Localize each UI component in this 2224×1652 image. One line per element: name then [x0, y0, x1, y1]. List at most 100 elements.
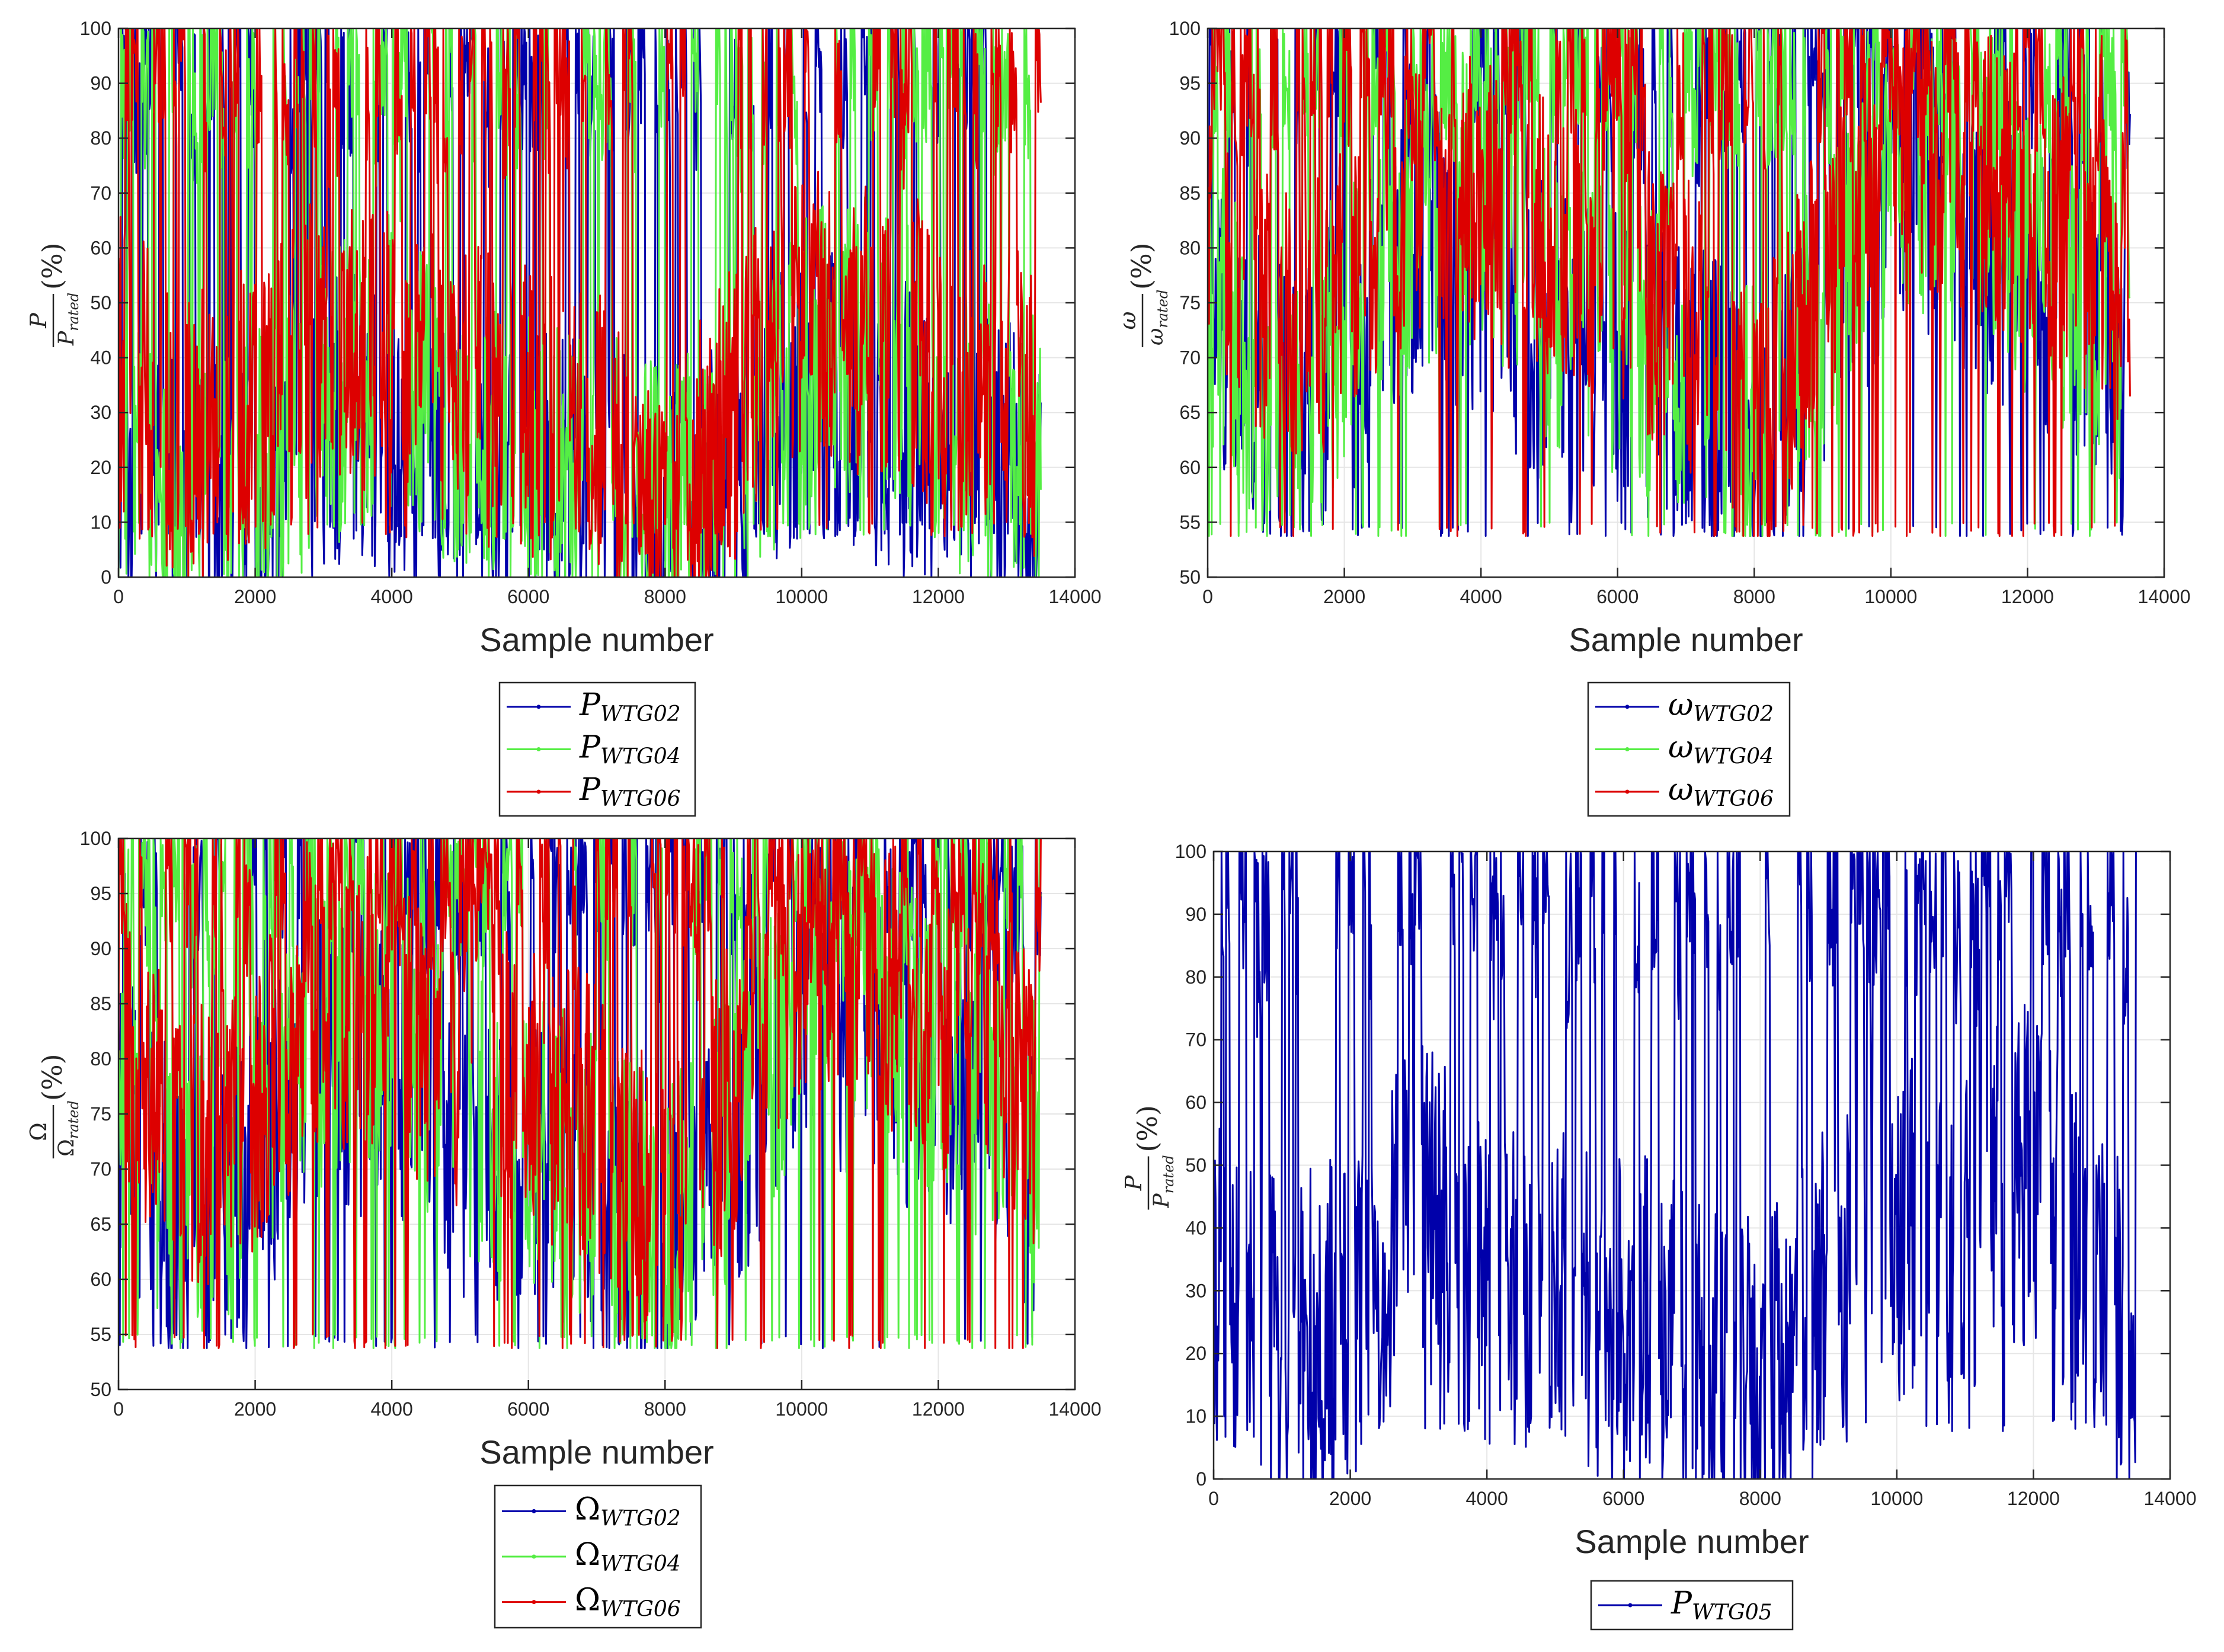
x-tick-label: 4000: [371, 586, 413, 607]
legend-label-subscript: WTG04: [600, 745, 681, 769]
legend-label-subscript: WTG05: [1692, 1600, 1772, 1625]
y-tick-label: 85: [1179, 183, 1201, 204]
legend-label-subscript: WTG02: [1693, 702, 1774, 726]
y-tick-label: 100: [1175, 841, 1207, 862]
x-tick-label: 10000: [775, 586, 828, 607]
y-tick-label: 80: [1179, 237, 1201, 258]
x-tick-label: 14000: [2144, 1488, 2197, 1509]
x-tick-label: 10000: [1864, 586, 1917, 607]
series-group: [1208, 28, 2131, 537]
y-tick-label: 30: [1185, 1280, 1207, 1301]
legend-label: PWTG05: [1671, 1586, 1772, 1625]
y-tick-label: 70: [1185, 1029, 1207, 1051]
y-tick-label: 100: [80, 828, 111, 849]
x-tick-label: 14000: [2138, 586, 2191, 607]
x-tick-label: 8000: [644, 1398, 686, 1420]
legend-label-subscript: WTG06: [1693, 787, 1774, 811]
x-tick-label: 6000: [507, 586, 549, 607]
chart-panel-tl: 0 2000 4000 6000 8000 10000 12000 14000 0 10 20 30 4…: [25, 18, 1101, 817]
y-tick-label: 55: [90, 1324, 111, 1345]
x-tick-label: 4000: [371, 1398, 413, 1420]
y-tick-label: 30: [90, 402, 111, 423]
y-tick-label: 40: [90, 347, 111, 369]
x-axis-label: Sample number: [1569, 621, 1803, 658]
y-tick-label: 60: [1185, 1092, 1207, 1113]
y-tick-label: 10: [90, 511, 111, 533]
series-line-wtg06: [1208, 28, 2131, 537]
y-tick-label: 65: [1179, 402, 1201, 423]
x-tick-label: 0: [113, 1398, 124, 1420]
x-tick-label: 2000: [1329, 1488, 1371, 1509]
legend-label-subscript: WTG02: [600, 702, 681, 726]
legend-label-subscript: WTG04: [600, 1552, 681, 1576]
y-tick-label: 85: [90, 993, 111, 1014]
legend-swatch-marker: [532, 1600, 536, 1605]
x-tick-label: 0: [1208, 1488, 1219, 1509]
legend-swatch-marker: [1625, 747, 1630, 751]
legend-label-subscript: WTG06: [600, 1597, 681, 1622]
y-tick-label: 60: [1179, 457, 1201, 478]
y-tick-label: 0: [101, 566, 111, 588]
x-tick-label: 6000: [507, 1398, 549, 1420]
y-label-denominator-subscript: rated: [65, 293, 82, 331]
legend-swatch-marker: [536, 747, 541, 751]
x-tick-label: 10000: [775, 1398, 828, 1420]
y-tick-label: 20: [1185, 1343, 1207, 1364]
legend-swatch-marker: [536, 705, 541, 709]
chart-panel-br: 0 2000 4000 6000 8000 10000 12000 14000 0 10 20 30 4…: [1121, 841, 2197, 1631]
x-tick-label: 0: [113, 586, 124, 607]
x-tick-label: 12000: [2007, 1488, 2060, 1509]
y-label-suffix: (%): [1131, 1105, 1163, 1152]
x-tick-label: 14000: [1049, 1398, 1102, 1420]
y-label-denominator-subscript: rated: [65, 1100, 82, 1139]
chart-panel-tr: 0 2000 4000 6000 8000 10000 12000 14000 50 55 60 65…: [1115, 18, 2191, 817]
y-label-suffix: (%): [36, 1054, 68, 1101]
x-tick-label: 4000: [1460, 586, 1502, 607]
series-line-wtg06: [119, 28, 1042, 577]
y-tick-label: 100: [80, 18, 111, 39]
y-tick-label: 50: [1185, 1155, 1207, 1176]
series-line-wtg06: [119, 838, 1042, 1349]
y-label-suffix: (%): [1125, 242, 1157, 290]
series-line-wtg04: [1208, 28, 2131, 537]
y-label-denominator: ωrated: [1144, 290, 1171, 345]
legend-label-subscript: WTG02: [600, 1506, 681, 1531]
x-tick-label: 6000: [1596, 586, 1639, 607]
y-tick-label: 50: [90, 292, 111, 313]
y-tick-label: 40: [1185, 1217, 1207, 1238]
legend-label-subscript: WTG04: [1693, 745, 1774, 769]
x-axis-label: Sample number: [1575, 1523, 1809, 1560]
x-tick-label: 6000: [1602, 1488, 1644, 1509]
y-label-denominator-subscript: rated: [1154, 290, 1171, 328]
y-label-numerator: P: [25, 312, 52, 329]
y-label-denominator: Prated: [55, 293, 82, 346]
y-tick-label: 90: [1185, 904, 1207, 925]
x-tick-label: 2000: [234, 586, 276, 607]
x-tick-label: 12000: [912, 1398, 965, 1420]
y-tick-label: 80: [90, 127, 111, 149]
y-tick-label: 90: [90, 938, 111, 959]
legend-swatch-marker: [532, 1509, 536, 1513]
legend-swatch-marker: [536, 789, 541, 794]
legend-swatch-marker: [1628, 1603, 1633, 1608]
x-tick-label: 2000: [1323, 586, 1365, 607]
y-tick-label: 95: [90, 883, 111, 904]
y-tick-label: 70: [90, 1158, 111, 1180]
y-label-numerator: ω: [1115, 312, 1141, 330]
series-group: [119, 838, 1042, 1349]
x-tick-label: 10000: [1870, 1488, 1923, 1509]
y-tick-label: 90: [90, 73, 111, 94]
y-tick-label: 10: [1185, 1406, 1207, 1427]
x-tick-label: 2000: [234, 1398, 276, 1420]
x-tick-label: 8000: [644, 586, 686, 607]
x-tick-label: 8000: [1739, 1488, 1781, 1509]
series-group: [119, 28, 1042, 577]
y-tick-label: 0: [1196, 1468, 1207, 1490]
